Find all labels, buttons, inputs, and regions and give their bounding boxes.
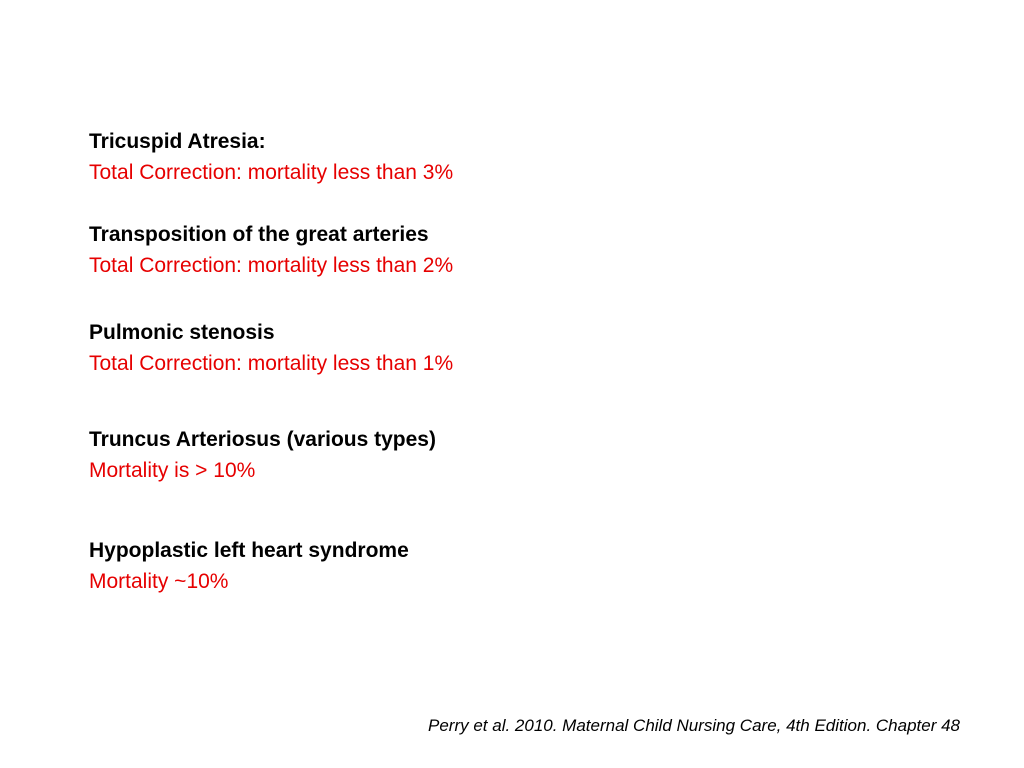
entry-mortality-note: Total Correction: mortality less than 1% — [89, 352, 454, 375]
entry-title: Truncus Arteriosus (various types) — [89, 428, 436, 451]
entry-mortality-note: Total Correction: mortality less than 3% — [89, 161, 454, 184]
entry-title: Hypoplastic left heart syndrome — [89, 539, 409, 562]
entry-transposition-great-arteries: Transposition of the great arteries Tota… — [89, 219, 789, 281]
citation: Perry et al. 2010. Maternal Child Nursin… — [428, 716, 960, 735]
entry-title: Transposition of the great arteries — [89, 223, 429, 246]
entry-title: Tricuspid Atresia: — [89, 130, 266, 153]
entry-mortality-note: Mortality ~10% — [89, 570, 229, 593]
entry-mortality-note: Mortality is > 10% — [89, 459, 256, 482]
entry-pulmonic-stenosis: Pulmonic stenosis Total Correction: mort… — [89, 317, 789, 379]
entry-truncus-arteriosus: Truncus Arteriosus (various types) Morta… — [89, 424, 789, 486]
entry-hypoplastic-left-heart: Hypoplastic left heart syndrome Mortalit… — [89, 535, 789, 597]
entry-tricuspid-atresia: Tricuspid Atresia: Total Correction: mor… — [89, 126, 789, 188]
entry-mortality-note: Total Correction: mortality less than 2% — [89, 254, 454, 277]
entry-title: Pulmonic stenosis — [89, 321, 275, 344]
